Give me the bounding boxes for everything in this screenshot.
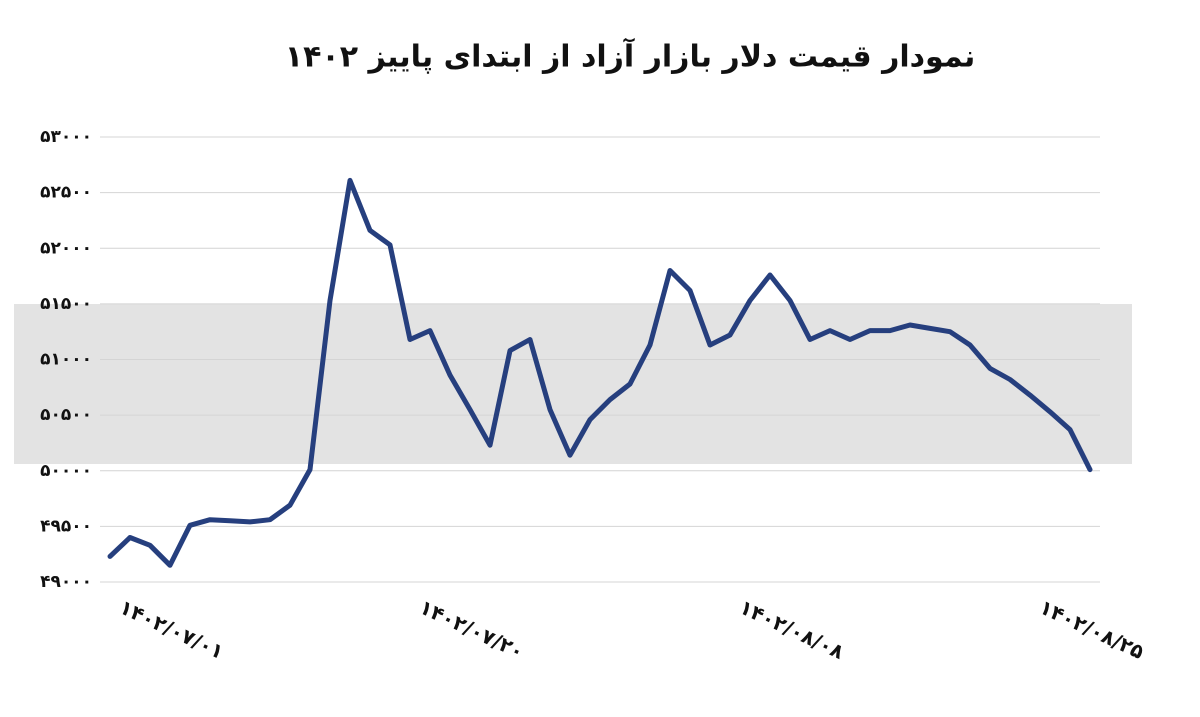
x-tick-label: ۱۴۰۲/۰۷/۲۰ (416, 595, 528, 664)
x-tick-label: ۱۴۰۲/۰۸/۰۸ (736, 595, 848, 664)
x-tick-label: ۱۴۰۲/۰۷/۰۱ (116, 595, 228, 664)
watermark-band (14, 304, 1132, 464)
x-tick-label: ۱۴۰۲/۰۸/۲۵ (1036, 595, 1148, 664)
y-tick-label: ۵۱۵۰۰ (40, 294, 92, 314)
y-tick-label: ۴۹۵۰۰ (40, 516, 92, 536)
y-tick-label: ۵۱۰۰۰ (40, 350, 92, 370)
y-tick-label: ۵۰۵۰۰ (40, 405, 92, 425)
y-tick-label: ۵۰۰۰۰ (40, 461, 92, 481)
y-tick-label: ۴۹۰۰۰ (40, 572, 92, 592)
y-tick-label: ۵۳۰۰۰ (40, 127, 92, 147)
y-tick-label: ۵۲۵۰۰ (40, 183, 92, 203)
price-line (107, 177, 1093, 568)
y-tick-label: ۵۲۰۰۰ (40, 238, 92, 258)
chart-title: نمودار قیمت دلار بازار آزاد از ابتدای پا… (285, 38, 975, 75)
